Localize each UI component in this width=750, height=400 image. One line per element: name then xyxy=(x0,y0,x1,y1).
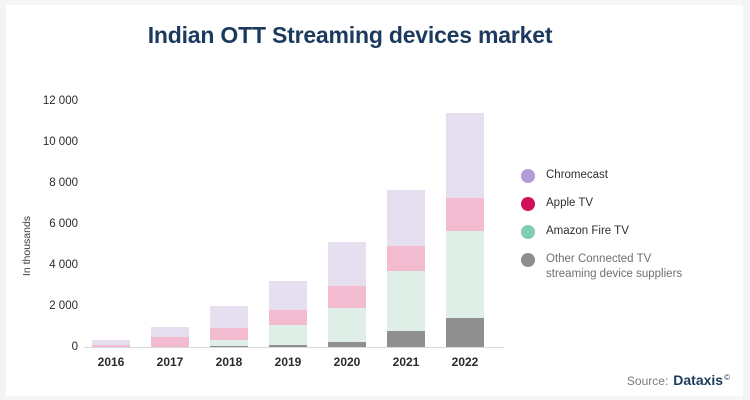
bar-segment[interactable] xyxy=(328,308,366,343)
y-axis-tick-label: 2 000 xyxy=(49,300,78,312)
bar-segment[interactable] xyxy=(210,306,248,328)
bar-segment[interactable] xyxy=(210,346,248,347)
bar-segment[interactable] xyxy=(387,190,425,246)
x-axis-tick-label: 2021 xyxy=(392,355,420,369)
legend-item-label: Amazon Fire TV xyxy=(546,225,629,237)
bar-segment[interactable] xyxy=(446,317,484,347)
bar-segment[interactable] xyxy=(387,245,425,271)
bar-stack[interactable] xyxy=(446,113,484,347)
bar-stack[interactable] xyxy=(387,190,425,347)
bar-segment[interactable] xyxy=(210,327,248,340)
legend-swatch-icon xyxy=(521,169,535,183)
bar-stack[interactable] xyxy=(92,339,130,347)
card-edge-bottom xyxy=(0,396,750,400)
copyright-icon: © xyxy=(724,373,730,382)
bar-segment[interactable] xyxy=(269,345,307,347)
bar-stack[interactable] xyxy=(269,281,307,347)
bar-segment[interactable] xyxy=(328,242,366,286)
bar-segment[interactable] xyxy=(151,326,189,337)
y-axis-tick-label: 4 000 xyxy=(49,259,78,271)
legend-item[interactable]: Apple TV xyxy=(521,196,736,211)
card-edge-left xyxy=(0,0,6,400)
x-axis-tick-label: 2018 xyxy=(215,355,243,369)
legend-item-label: Apple TV xyxy=(546,197,594,209)
legend-item-label: Other Connected TV streaming device supp… xyxy=(546,253,683,280)
x-axis-tick-label: 2020 xyxy=(333,355,361,369)
x-axis-tick-label: 2019 xyxy=(274,355,302,369)
bar-segment[interactable] xyxy=(446,113,484,198)
y-axis-tick-label: 12 000 xyxy=(42,95,78,107)
bar-segment[interactable] xyxy=(269,324,307,346)
bar-segment[interactable] xyxy=(210,339,248,347)
card-edge-top xyxy=(0,0,750,5)
y-axis-title: In thousands xyxy=(21,215,33,277)
bar-segment[interactable] xyxy=(269,310,307,325)
bar-stack[interactable] xyxy=(151,326,189,347)
y-axis-tick-label: 0 xyxy=(71,341,78,353)
source-note: Source: Dataxis © xyxy=(627,372,730,388)
bar-segment[interactable] xyxy=(151,336,189,347)
bar-stack[interactable] xyxy=(328,242,366,347)
card-edge-right xyxy=(743,0,750,400)
legend-item[interactable]: Amazon Fire TV xyxy=(521,224,736,239)
chart-legend: Chromecast Apple TV Amazon Fire TV Other Co… xyxy=(521,168,736,294)
legend-swatch-icon xyxy=(521,253,535,267)
x-axis-line xyxy=(84,347,504,348)
bar-segment[interactable] xyxy=(269,281,307,311)
bar-segment[interactable] xyxy=(92,344,130,347)
legend-item-label: Chromecast xyxy=(546,169,608,181)
bar-segment[interactable] xyxy=(446,230,484,318)
legend-swatch-icon xyxy=(521,225,535,239)
source-prefix: Source: xyxy=(626,374,669,388)
bar-stack[interactable] xyxy=(210,306,248,347)
x-axis-tick-label: 2017 xyxy=(156,355,184,369)
legend-item[interactable]: Other Connected TV streaming device supp… xyxy=(521,252,736,281)
y-axis-tick-label: 8 000 xyxy=(49,177,78,189)
bar-segment[interactable] xyxy=(387,270,425,332)
legend-swatch-icon xyxy=(521,197,535,211)
bar-segment[interactable] xyxy=(446,197,484,231)
bar-segment[interactable] xyxy=(328,342,366,347)
bar-segment[interactable] xyxy=(92,339,130,345)
x-axis-tick-label: 2022 xyxy=(451,355,479,369)
bar-segment[interactable] xyxy=(328,285,366,309)
x-axis-tick-label: 2016 xyxy=(97,355,125,369)
y-axis-tick-label: 10 000 xyxy=(42,136,78,148)
page-title: Indian OTT Streaming devices market xyxy=(147,22,553,48)
source-brand: Dataxis xyxy=(673,372,724,388)
y-axis-tick-label: 6 000 xyxy=(49,218,78,230)
legend-item[interactable]: Chromecast xyxy=(521,168,736,183)
bar-segment[interactable] xyxy=(387,331,425,347)
